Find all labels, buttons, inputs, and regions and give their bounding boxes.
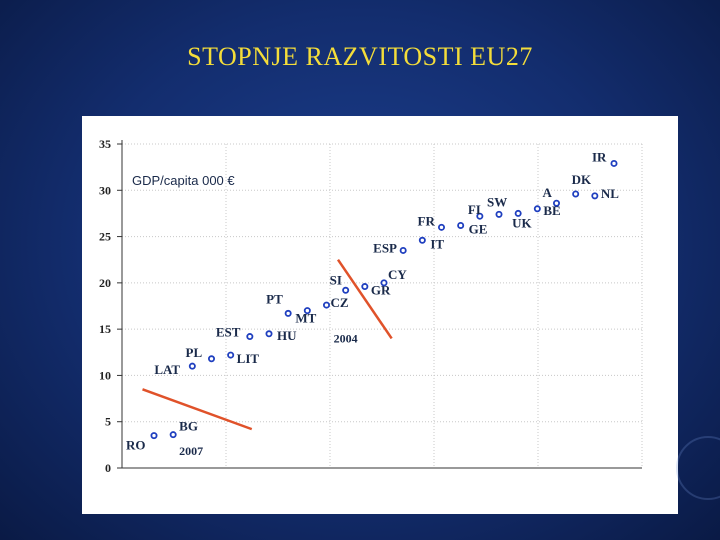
- point-label-pt: PT: [266, 291, 283, 306]
- point-label-si: SI: [330, 272, 342, 287]
- point-label-mt: MT: [295, 311, 316, 326]
- data-point-esp: [399, 246, 407, 254]
- point-label-uk: UK: [512, 215, 532, 230]
- data-point-lat: [188, 362, 196, 370]
- trend-lines: 2007 2004: [142, 259, 393, 458]
- point-label-esp: ESP: [373, 240, 397, 255]
- data-point-fr: [437, 223, 445, 231]
- decorative-circle: [676, 436, 720, 500]
- point-label-it: IT: [430, 236, 444, 251]
- trend-label-2007: 2007: [179, 444, 203, 458]
- point-label-fr: FR: [418, 213, 436, 228]
- data-point-uk: [514, 209, 522, 217]
- y-tick-label: 5: [105, 415, 111, 429]
- data-point-pl: [208, 355, 216, 363]
- trend-line-2004: [336, 259, 393, 340]
- point-label-cz: CZ: [331, 295, 349, 310]
- data-point-ro: [150, 432, 158, 440]
- data-point-cz: [322, 301, 330, 309]
- point-label-ir: IR: [592, 149, 607, 164]
- data-point-dk: [572, 190, 580, 198]
- data-point-lit: [227, 351, 235, 359]
- data-point-nl: [591, 192, 599, 200]
- point-label-dk: DK: [572, 172, 592, 187]
- data-point-mt: [303, 307, 311, 315]
- data-point-hu: [265, 330, 273, 338]
- data-point-cy: [380, 279, 388, 287]
- point-label-cy: CY: [388, 267, 407, 282]
- data-point-gr: [361, 283, 369, 291]
- grid: [122, 143, 643, 468]
- data-point-pt: [284, 309, 292, 317]
- point-label-a: A: [543, 185, 553, 200]
- point-label-lat: LAT: [154, 362, 180, 377]
- data-point-be: [533, 205, 541, 213]
- trend-line-2007: [142, 388, 253, 431]
- y-tick-label: 20: [99, 276, 111, 290]
- point-label-est: EST: [216, 325, 241, 340]
- data-point-it: [418, 236, 426, 244]
- data-point-est: [246, 333, 254, 341]
- point-label-pl: PL: [186, 345, 203, 360]
- point-label-bg: BG: [179, 419, 198, 434]
- data-point-sw: [495, 210, 503, 218]
- y-tick-label: 25: [99, 230, 111, 244]
- gdp-scatter-chart: 0 5 10 15 20 25 30 35 GDP/capita 000 € 2007 2004…: [99, 137, 643, 475]
- y-tick-label: 0: [105, 461, 111, 475]
- data-point-ir: [610, 159, 618, 167]
- data-point-si: [342, 286, 350, 294]
- chart-panel: 0 5 10 15 20 25 30 35 GDP/capita 000 € 2007 2004…: [82, 116, 678, 514]
- y-tick-label: 15: [99, 322, 111, 336]
- point-label-ge: GE: [469, 221, 488, 236]
- axes: 0 5 10 15 20 25 30 35: [99, 137, 642, 475]
- y-tick-label: 10: [99, 368, 111, 382]
- point-label-ro: RO: [126, 438, 146, 453]
- point-label-nl: NL: [601, 186, 619, 201]
- point-label-sw: SW: [487, 194, 507, 209]
- point-label-lit: LIT: [237, 351, 260, 366]
- data-point-a: [552, 199, 560, 207]
- point-label-fi: FI: [468, 202, 481, 217]
- data-point-fi: [476, 212, 484, 220]
- trend-label-2004: 2004: [334, 331, 358, 345]
- y-tick-label: 30: [99, 183, 111, 197]
- y-tick-label: 35: [99, 137, 111, 151]
- point-label-hu: HU: [277, 328, 297, 343]
- chart-annotation: GDP/capita 000 €: [132, 173, 235, 188]
- slide-title: STOPNJE RAZVITOSTI EU27: [187, 42, 533, 71]
- data-point-bg: [169, 431, 177, 439]
- data-point-ge: [457, 221, 465, 229]
- point-label-gr: GR: [371, 283, 391, 298]
